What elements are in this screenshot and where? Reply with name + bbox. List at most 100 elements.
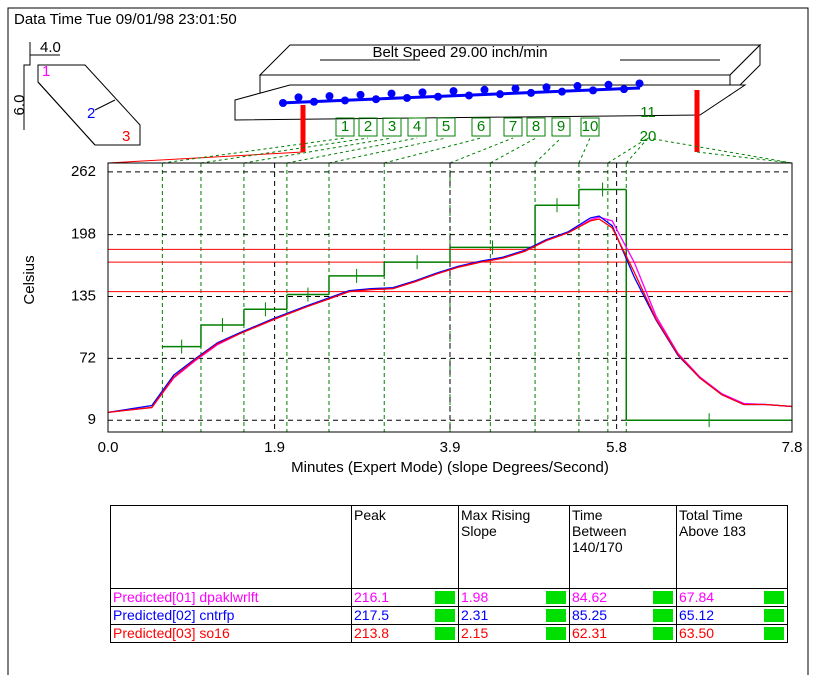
x-tick-label: 5.8	[606, 439, 627, 456]
zone-fan	[329, 138, 446, 163]
table-cell: 213.8	[352, 625, 459, 643]
zone-label: 8	[532, 118, 540, 135]
status-square	[764, 591, 784, 604]
status-square	[653, 609, 673, 622]
zone-label: 4	[413, 118, 421, 135]
y-axis-label: Celsius	[21, 255, 38, 304]
zone-fan	[384, 138, 481, 163]
y-tick-label: 72	[79, 349, 96, 366]
probe-label: 3	[122, 128, 130, 145]
cell-text: Predicted[02] cntrfp	[113, 607, 234, 623]
cell-text: 217.5	[354, 607, 389, 623]
zone-fan	[579, 138, 590, 163]
y-tick-label: 9	[88, 411, 96, 428]
belt-dot	[403, 94, 411, 102]
cell-text: 213.8	[354, 625, 389, 641]
data-time: Data Time Tue 09/01/98 23:01:50	[14, 11, 237, 28]
belt-dot	[372, 95, 380, 103]
zone-fan	[450, 138, 513, 163]
width-label: 4.0	[40, 39, 61, 56]
table-row: Predicted[03] so16 213.8 2.15 62.31 63.50	[111, 625, 788, 643]
table-cell: 84.62	[570, 589, 677, 607]
probe-label: 1	[42, 63, 50, 80]
belt-dot	[620, 85, 628, 93]
zone-fan	[535, 138, 561, 163]
table-cell: 1.98	[459, 589, 570, 607]
zone-label: 10	[582, 118, 599, 135]
zone-extra: 20	[640, 128, 657, 145]
cell-text: 1.98	[461, 589, 488, 605]
cell-text: 63.50	[679, 625, 714, 641]
y-tick-label: 135	[71, 287, 96, 304]
table-row: Predicted[02] cntrfp 217.5 2.31 85.25 65.12	[111, 607, 788, 625]
zone-label: 9	[557, 118, 565, 135]
belt-dot	[512, 85, 520, 93]
belt-dot	[465, 91, 473, 99]
x-tick-label: 1.9	[264, 439, 285, 456]
status-square	[546, 609, 566, 622]
table-cell: 216.1	[352, 589, 459, 607]
header-cell: Peak	[352, 506, 459, 589]
cell-text: Predicted[01] dpaklwrlft	[113, 589, 259, 605]
page: Data Time Tue 09/01/98 23:01:50 4.0 6.0 …	[0, 0, 814, 675]
table-cell: Predicted[01] dpaklwrlft	[111, 589, 352, 607]
zone-label: 2	[364, 118, 372, 135]
cell-text: 84.62	[572, 589, 607, 605]
status-square	[653, 627, 673, 640]
cell-text: 216.1	[354, 589, 389, 605]
cell-text: 2.15	[461, 625, 488, 641]
belt-dot	[295, 93, 303, 101]
belt-speed: Belt Speed 29.00 inch/min	[372, 44, 547, 61]
zone-label: 11	[640, 104, 656, 121]
belt-dot	[419, 88, 427, 96]
belt-dot	[527, 89, 535, 97]
status-square	[435, 627, 455, 640]
header-row: Peak Max Rising Slope Time Between 140/1…	[111, 506, 788, 589]
table-cell: 2.31	[459, 607, 570, 625]
x-tick-label: 7.8	[782, 439, 803, 456]
table-cell: 217.5	[352, 607, 459, 625]
belt-dot	[388, 90, 396, 98]
belt-dot	[636, 80, 644, 88]
belt-dot	[357, 91, 365, 99]
table-cell: 67.84	[677, 589, 788, 607]
belt-dot	[481, 86, 489, 94]
probe-label: 2	[87, 105, 95, 122]
status-square	[435, 591, 455, 604]
table-cell: 65.12	[677, 607, 788, 625]
table-cell: Predicted[03] so16	[111, 625, 352, 643]
status-square	[653, 591, 673, 604]
cell-text: Predicted[03] so16	[113, 625, 230, 641]
belt-dot	[310, 98, 318, 106]
status-square	[546, 627, 566, 640]
cell-text: 62.31	[572, 625, 607, 641]
zone-fan	[648, 138, 792, 163]
results-table: Peak Max Rising Slope Time Between 140/1…	[110, 505, 788, 643]
y-tick-label: 198	[71, 226, 96, 243]
zone-label: 7	[509, 118, 517, 135]
belt-dot	[543, 83, 551, 91]
belt-dot	[496, 90, 504, 98]
cell-text: 2.31	[461, 607, 488, 623]
zone-label: 3	[388, 118, 396, 135]
table-cell: 2.15	[459, 625, 570, 643]
x-tick-label: 3.9	[440, 439, 461, 456]
table-cell: 63.50	[677, 625, 788, 643]
x-tick-label: 0.0	[98, 439, 119, 456]
y-tick-label: 262	[71, 163, 96, 180]
belt-dot	[558, 88, 566, 96]
zone-label: 6	[477, 118, 485, 135]
header-cell: Max Rising Slope	[459, 506, 570, 589]
status-square	[435, 609, 455, 622]
table-cell: 62.31	[570, 625, 677, 643]
belt-dot	[341, 96, 349, 104]
belt-dot	[574, 82, 582, 90]
header-cell: Total Time Above 183	[677, 506, 788, 589]
belt-dot	[434, 93, 442, 101]
belt-dot	[326, 92, 334, 100]
cell-text: 85.25	[572, 607, 607, 623]
corner-cell	[111, 506, 352, 589]
belt-dot	[589, 86, 597, 94]
status-square	[764, 627, 784, 640]
status-square	[764, 609, 784, 622]
